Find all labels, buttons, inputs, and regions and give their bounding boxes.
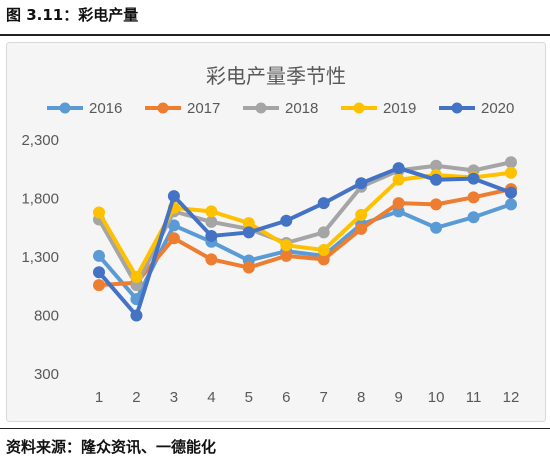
y-tick-label: 300 bbox=[34, 366, 59, 383]
data-point bbox=[167, 232, 180, 245]
data-point bbox=[167, 190, 180, 203]
x-tick-label: 5 bbox=[245, 389, 253, 406]
data-point bbox=[205, 253, 218, 266]
x-tick-label: 3 bbox=[170, 389, 178, 406]
chart-legend: 2016 2017 2018 2019 2020 bbox=[47, 100, 514, 117]
series-line bbox=[97, 202, 512, 302]
data-point bbox=[355, 177, 368, 190]
chart-panel: 彩电产量季节性 2016 2017 2018 2019 2020 300 800 1,300… bbox=[6, 42, 546, 422]
legend-label: 2019 bbox=[383, 100, 416, 117]
data-point bbox=[430, 159, 443, 172]
data-point bbox=[93, 279, 105, 292]
data-point bbox=[355, 208, 368, 221]
legend-marker bbox=[157, 102, 169, 114]
data-point bbox=[505, 166, 517, 179]
series-line bbox=[98, 187, 512, 288]
bottom-rule bbox=[0, 428, 550, 429]
data-point bbox=[430, 173, 443, 186]
y-tick-label: 2,300 bbox=[21, 132, 59, 149]
chart-title: 彩电产量季节性 bbox=[206, 65, 346, 88]
x-tick-label: 6 bbox=[282, 389, 290, 406]
legend-label: 2016 bbox=[89, 100, 122, 117]
series-line bbox=[97, 160, 512, 288]
data-point bbox=[467, 172, 480, 185]
data-point bbox=[392, 173, 405, 186]
x-tick-label: 9 bbox=[394, 389, 402, 406]
top-rule bbox=[0, 34, 550, 36]
y-tick-label: 800 bbox=[34, 308, 59, 325]
x-tick-label: 1 bbox=[95, 389, 103, 406]
data-point bbox=[505, 198, 517, 211]
data-point bbox=[430, 198, 443, 211]
x-tick-label: 12 bbox=[503, 389, 520, 406]
legend-label: 2017 bbox=[187, 100, 220, 117]
x-tick-label: 8 bbox=[357, 389, 365, 406]
legend-label: 2020 bbox=[481, 100, 514, 117]
data-point bbox=[505, 156, 517, 169]
data-point bbox=[205, 229, 218, 242]
data-point bbox=[392, 162, 405, 175]
data-point bbox=[317, 253, 330, 266]
data-point bbox=[130, 309, 143, 322]
x-tick-label: 7 bbox=[320, 389, 328, 406]
data-point bbox=[93, 206, 105, 219]
series-group bbox=[93, 156, 517, 322]
line-chart: 彩电产量季节性 2016 2017 2018 2019 2020 300 800 1,300… bbox=[21, 65, 520, 406]
data-point bbox=[167, 219, 180, 232]
y-axis: 300 800 1,300 1,800 2,300 bbox=[21, 132, 59, 383]
x-axis: 1 2 3 4 5 6 7 8 9 10 11 12 bbox=[95, 389, 520, 406]
data-point bbox=[93, 249, 105, 262]
legend-marker bbox=[353, 102, 365, 114]
data-point bbox=[280, 214, 293, 227]
legend-marker bbox=[451, 102, 463, 114]
data-point bbox=[430, 221, 443, 234]
legend-marker bbox=[255, 102, 267, 114]
data-point bbox=[505, 186, 517, 199]
y-tick-label: 1,300 bbox=[21, 249, 59, 266]
source-note: 资料来源：隆众资讯、一德能化 bbox=[6, 438, 217, 456]
series-line bbox=[97, 166, 512, 318]
data-point bbox=[392, 197, 405, 210]
data-point bbox=[467, 211, 480, 224]
x-tick-label: 2 bbox=[132, 389, 140, 406]
x-tick-label: 4 bbox=[207, 389, 215, 406]
figure-title: 图 3.11：彩电产量 bbox=[6, 6, 139, 24]
legend-label: 2018 bbox=[285, 100, 318, 117]
data-point bbox=[280, 239, 293, 252]
data-point bbox=[280, 249, 293, 262]
data-point bbox=[205, 215, 218, 228]
data-point bbox=[355, 222, 368, 235]
data-point bbox=[242, 226, 255, 239]
data-point bbox=[317, 243, 330, 256]
data-point bbox=[130, 270, 143, 283]
data-point bbox=[317, 197, 330, 210]
data-point bbox=[467, 191, 480, 204]
x-tick-label: 11 bbox=[466, 389, 482, 406]
data-point bbox=[242, 217, 255, 230]
x-tick-label: 10 bbox=[428, 389, 445, 406]
legend-marker bbox=[59, 102, 71, 114]
data-point bbox=[93, 266, 105, 279]
data-point bbox=[317, 226, 330, 239]
series-2020 bbox=[93, 162, 517, 322]
data-point bbox=[242, 261, 255, 274]
data-point bbox=[205, 205, 218, 218]
y-tick-label: 1,800 bbox=[21, 191, 59, 208]
